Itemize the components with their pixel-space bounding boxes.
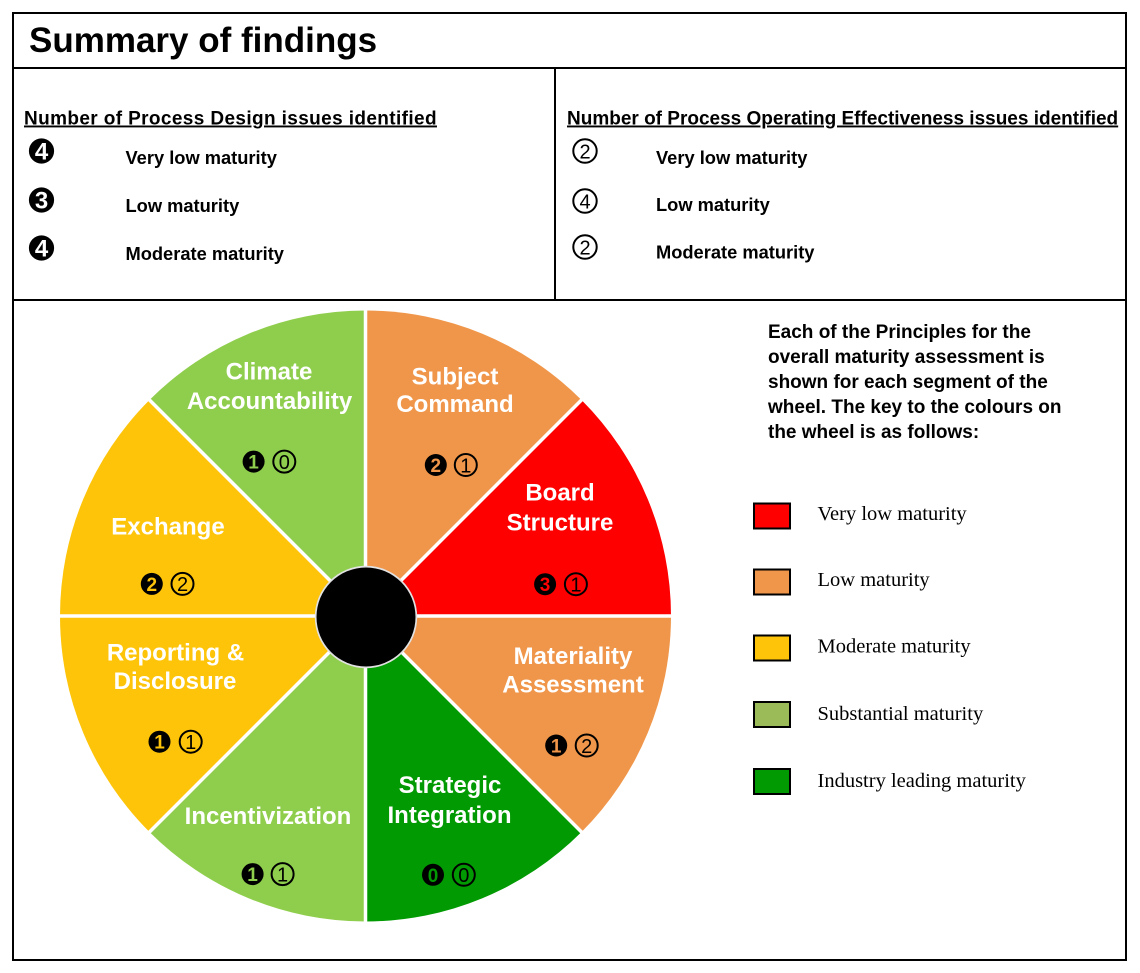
svg-text:0: 0 bbox=[279, 452, 290, 474]
svg-text:Very low maturity: Very low maturity bbox=[656, 147, 808, 168]
svg-text:Very low maturity: Very low maturity bbox=[818, 503, 968, 525]
svg-text:Exchange: Exchange bbox=[111, 514, 224, 541]
svg-text:overall maturity assessment is: overall maturity assessment is bbox=[768, 347, 1045, 368]
svg-text:1: 1 bbox=[185, 732, 196, 754]
svg-text:0: 0 bbox=[458, 865, 469, 887]
svg-text:Low maturity: Low maturity bbox=[656, 194, 771, 215]
svg-text:Number of Process Design issue: Number of Process Design issues identifi… bbox=[24, 109, 437, 130]
svg-text:the wheel is as follows:: the wheel is as follows: bbox=[768, 422, 979, 443]
svg-text:3: 3 bbox=[35, 187, 48, 214]
svg-text:shown for each segment of the: shown for each segment of the bbox=[768, 372, 1048, 393]
svg-text:Moderate maturity: Moderate maturity bbox=[818, 636, 972, 658]
svg-text:Each of the Principles for the: Each of the Principles for the bbox=[768, 322, 1031, 343]
svg-text:Disclosure: Disclosure bbox=[114, 668, 237, 695]
svg-text:Structure: Structure bbox=[507, 510, 614, 537]
svg-text:1: 1 bbox=[570, 575, 581, 597]
svg-text:1: 1 bbox=[551, 737, 562, 758]
svg-text:Command: Command bbox=[396, 391, 513, 418]
svg-text:Number of Process Operating Ef: Number of Process Operating Effectivenes… bbox=[567, 109, 1118, 130]
svg-text:Subject: Subject bbox=[412, 364, 499, 391]
svg-text:4: 4 bbox=[35, 138, 49, 165]
svg-text:Assessment: Assessment bbox=[502, 672, 643, 699]
svg-text:1: 1 bbox=[154, 733, 165, 754]
svg-text:0: 0 bbox=[428, 866, 439, 887]
svg-text:Moderate maturity: Moderate maturity bbox=[126, 243, 285, 264]
svg-text:Reporting &: Reporting & bbox=[107, 640, 244, 667]
svg-text:4: 4 bbox=[579, 191, 590, 213]
svg-text:Climate: Climate bbox=[226, 359, 313, 386]
svg-text:wheel. The key to the colours: wheel. The key to the colours on bbox=[767, 397, 1062, 418]
svg-text:Substantial maturity: Substantial maturity bbox=[818, 703, 984, 725]
svg-text:4: 4 bbox=[35, 235, 49, 262]
svg-text:1: 1 bbox=[248, 453, 259, 474]
svg-text:2: 2 bbox=[579, 237, 590, 259]
svg-text:Low maturity: Low maturity bbox=[126, 195, 241, 216]
svg-text:Board: Board bbox=[525, 480, 594, 507]
svg-text:Integration: Integration bbox=[388, 802, 512, 829]
svg-text:Moderate maturity: Moderate maturity bbox=[656, 242, 815, 263]
svg-text:Very low maturity: Very low maturity bbox=[126, 147, 278, 168]
svg-text:Materiality: Materiality bbox=[514, 643, 633, 670]
svg-text:Incentivization: Incentivization bbox=[185, 803, 352, 830]
svg-text:1: 1 bbox=[460, 455, 471, 477]
svg-text:Accountability: Accountability bbox=[187, 388, 353, 415]
svg-text:2: 2 bbox=[579, 141, 590, 163]
svg-text:Industry leading maturity: Industry leading maturity bbox=[818, 770, 1027, 792]
svg-text:Summary of findings: Summary of findings bbox=[29, 21, 377, 60]
svg-text:Strategic: Strategic bbox=[399, 772, 502, 799]
svg-text:1: 1 bbox=[247, 865, 258, 886]
svg-text:3: 3 bbox=[540, 575, 551, 596]
svg-text:2: 2 bbox=[177, 574, 188, 596]
svg-text:2: 2 bbox=[431, 456, 442, 477]
svg-text:1: 1 bbox=[277, 864, 288, 886]
svg-text:2: 2 bbox=[147, 575, 158, 596]
svg-text:2: 2 bbox=[581, 736, 592, 758]
svg-text:Low maturity: Low maturity bbox=[818, 569, 931, 591]
